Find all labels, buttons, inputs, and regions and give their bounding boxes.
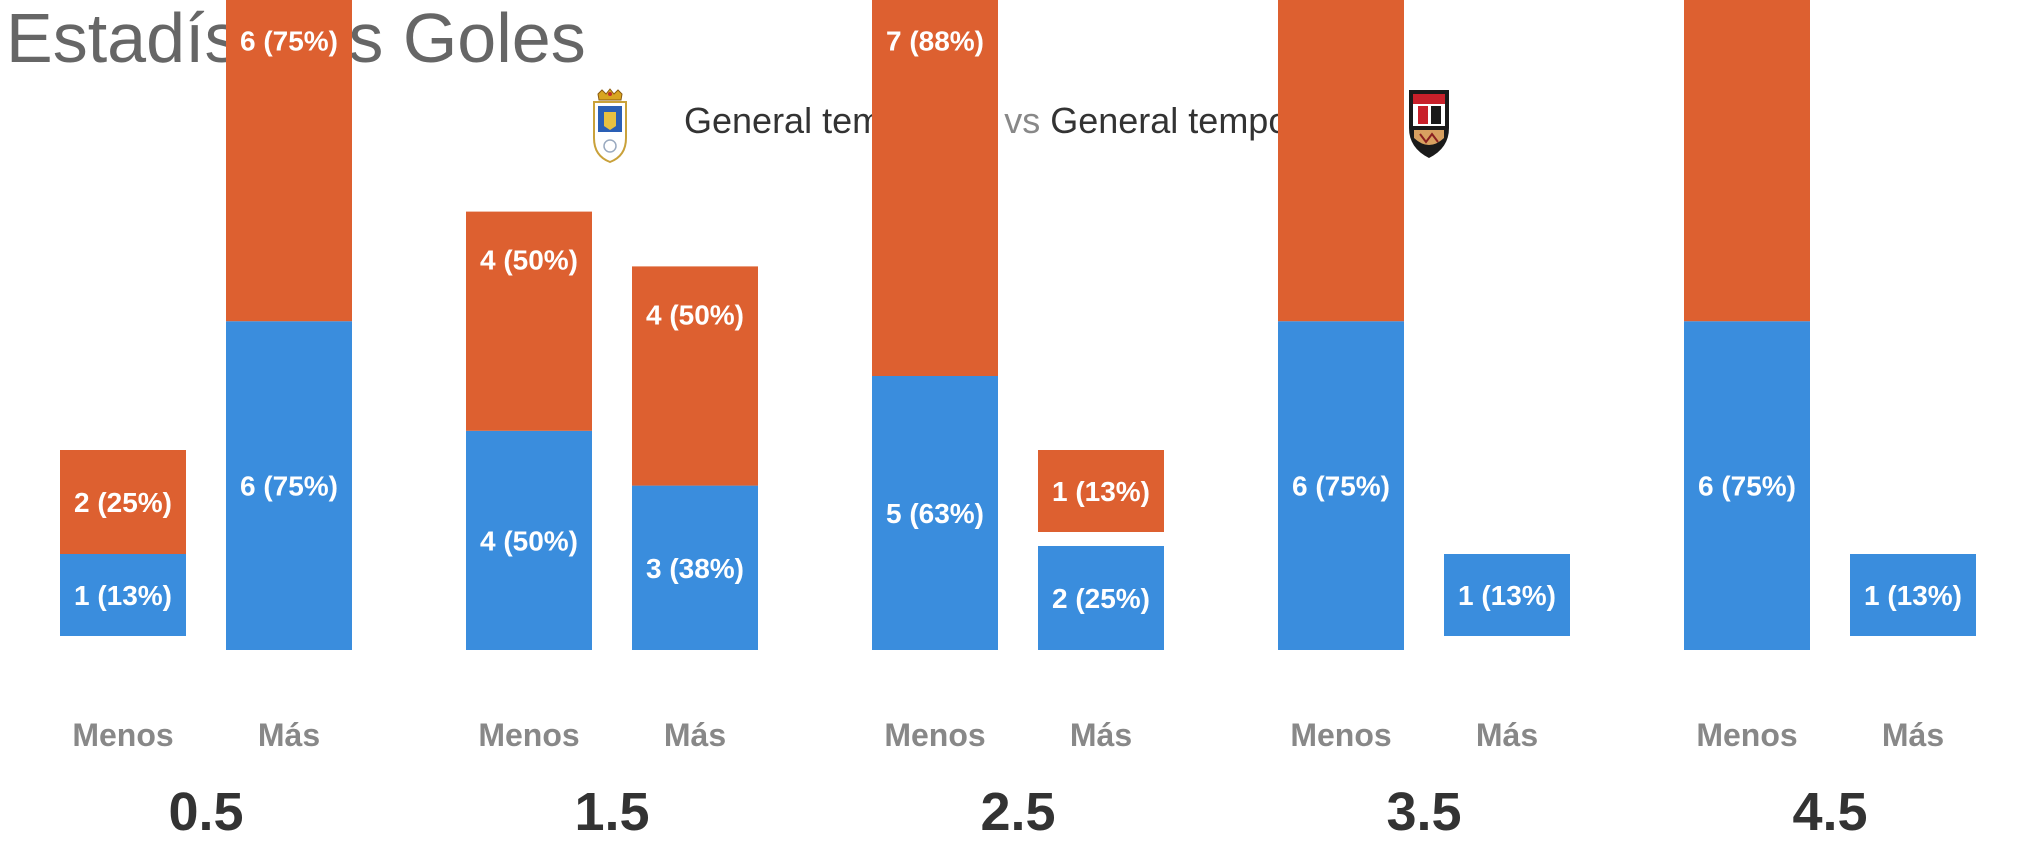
bar-home-1.5-más bbox=[632, 485, 758, 650]
vs-label: vs bbox=[1004, 100, 1041, 141]
group-label-4.5: 4.5 bbox=[1792, 782, 1867, 842]
bar-label-home-1.5-más: 3 (38%) bbox=[646, 553, 744, 584]
bar-home-4.5-menos bbox=[1684, 321, 1810, 650]
group-label-1.5: 1.5 bbox=[574, 782, 649, 842]
bar-home-0.5-menos bbox=[60, 554, 186, 636]
bar-label-home-2.5-más: 2 (25%) bbox=[1052, 583, 1150, 614]
bar-away-0.5-menos bbox=[60, 450, 186, 554]
category-label-4.5-menos: Menos bbox=[1696, 717, 1797, 753]
bar-label-home-4.5-menos: 6 (75%) bbox=[1698, 471, 1796, 502]
bar-home-4.5-más bbox=[1850, 554, 1976, 636]
bar-away-0.5-más bbox=[226, 0, 352, 322]
bar-label-home-3.5-menos: 6 (75%) bbox=[1292, 471, 1390, 502]
bar-home-3.5-más bbox=[1444, 554, 1570, 636]
bar-label-away-2.5-menos: 7 (88%) bbox=[886, 25, 984, 56]
bar-home-2.5-menos bbox=[872, 376, 998, 650]
bar-away-3.5-menos bbox=[1278, 0, 1404, 322]
category-label-1.5-más: Más bbox=[664, 717, 726, 753]
category-label-0.5-más: Más bbox=[258, 717, 320, 753]
bar-away-1.5-más bbox=[632, 266, 758, 486]
group-label-2.5: 2.5 bbox=[980, 782, 1055, 842]
bar-home-0.5-más bbox=[226, 321, 352, 650]
bar-label-away-2.5-más: 1 (13%) bbox=[1052, 476, 1150, 507]
bar-home-2.5-más bbox=[1038, 546, 1164, 650]
category-label-0.5-menos: Menos bbox=[72, 717, 173, 753]
bar-home-1.5-menos bbox=[466, 430, 592, 650]
bar-label-away-0.5-más: 6 (75%) bbox=[240, 25, 338, 56]
bar-home-3.5-menos bbox=[1278, 321, 1404, 650]
group-label-0.5: 0.5 bbox=[168, 782, 243, 842]
category-label-1.5-menos: Menos bbox=[478, 717, 579, 753]
team-crest-right-icon bbox=[1409, 90, 1449, 158]
group-label-3.5: 3.5 bbox=[1386, 782, 1461, 842]
category-label-3.5-más: Más bbox=[1476, 717, 1538, 753]
category-label-3.5-menos: Menos bbox=[1290, 717, 1391, 753]
bar-label-home-0.5-menos: 1 (13%) bbox=[74, 580, 172, 611]
category-label-2.5-menos: Menos bbox=[884, 717, 985, 753]
category-label-4.5-más: Más bbox=[1882, 717, 1944, 753]
bar-label-away-1.5-menos: 4 (50%) bbox=[480, 245, 578, 276]
bar-away-4.5-menos bbox=[1684, 0, 1810, 322]
bar-label-away-0.5-menos: 2 (25%) bbox=[74, 487, 172, 518]
bar-away-2.5-menos bbox=[872, 0, 998, 377]
bar-away-2.5-más bbox=[1038, 450, 1164, 532]
category-label-2.5-más: Más bbox=[1070, 717, 1132, 753]
bar-label-home-1.5-menos: 4 (50%) bbox=[480, 525, 578, 556]
bar-label-home-4.5-más: 1 (13%) bbox=[1864, 580, 1962, 611]
bar-label-home-3.5-más: 1 (13%) bbox=[1458, 580, 1556, 611]
bar-label-home-2.5-menos: 5 (63%) bbox=[886, 498, 984, 529]
bar-label-away-1.5-más: 4 (50%) bbox=[646, 299, 744, 330]
bar-label-home-0.5-más: 6 (75%) bbox=[240, 471, 338, 502]
bar-away-1.5-menos bbox=[466, 211, 592, 431]
team-crest-left-icon bbox=[593, 88, 627, 164]
